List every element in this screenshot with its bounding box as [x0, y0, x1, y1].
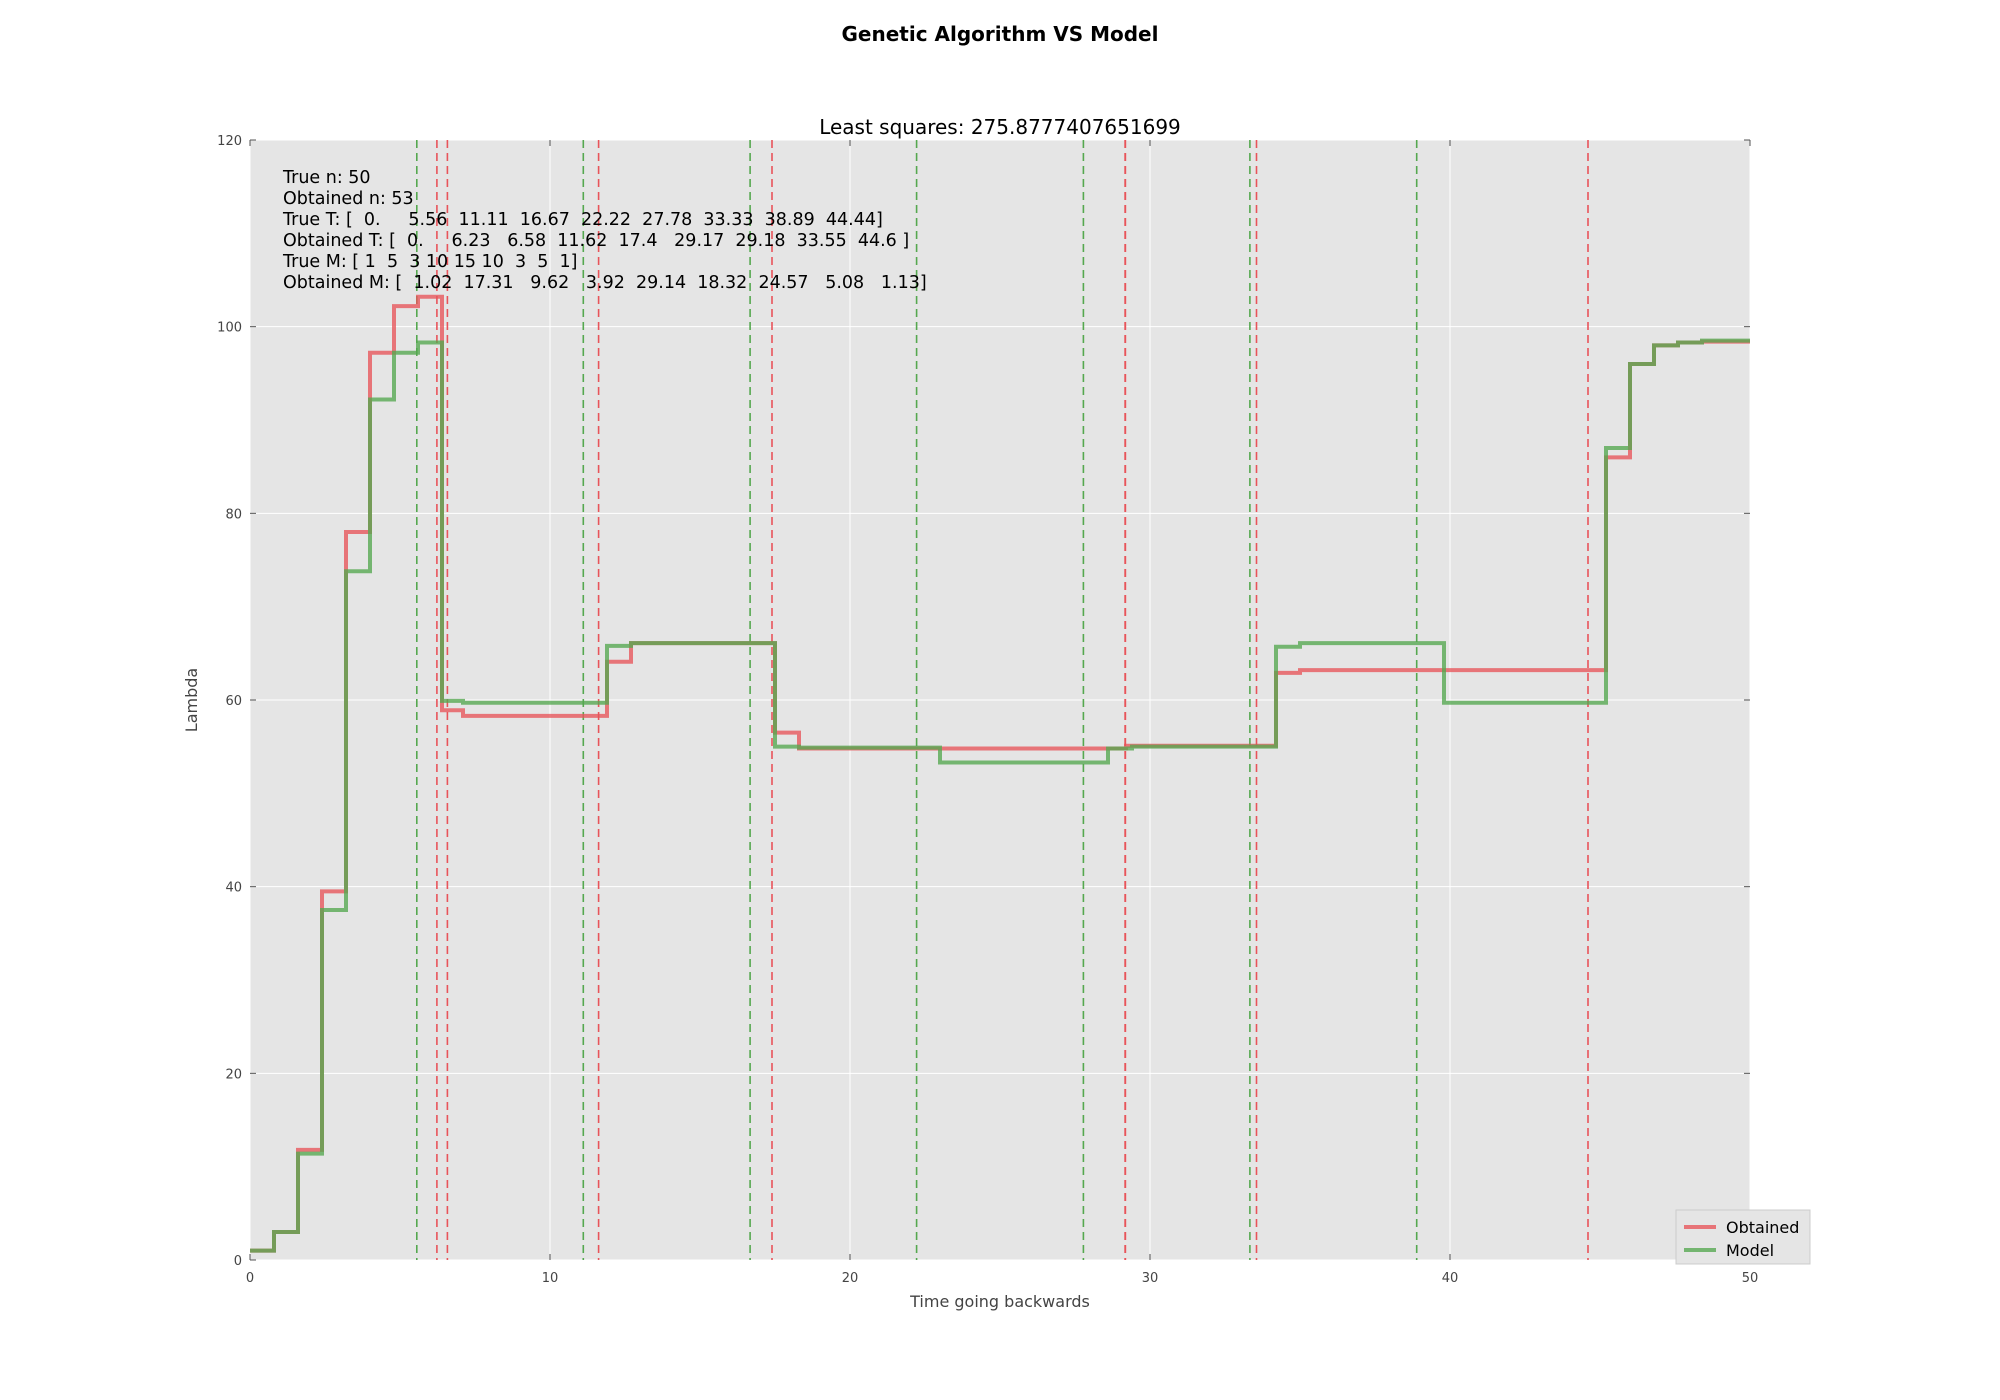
legend-label: Model — [1726, 1241, 1774, 1260]
legend-label: Obtained — [1726, 1218, 1799, 1237]
chart-suptitle: Genetic Algorithm VS Model — [842, 22, 1159, 46]
annotation-line: Obtained T: [ 0. 6.23 6.58 11.62 17.4 29… — [283, 231, 909, 251]
x-tick-label: 10 — [542, 1271, 559, 1286]
x-tick-label: 30 — [1142, 1271, 1159, 1286]
axis-ticks: 0 10 20 30 40 50 0 20 40 60 80 100 120 — [217, 134, 1758, 1286]
x-tick-label: 40 — [1442, 1271, 1459, 1286]
x-tick-label: 20 — [842, 1271, 859, 1286]
y-tick-label: 0 — [234, 1254, 242, 1269]
annotation-line: Obtained M: [ 1.02 17.31 9.62 3.92 29.14… — [283, 273, 927, 293]
annotation-line: True T: [ 0. 5.56 11.11 16.67 22.22 27.7… — [282, 210, 883, 230]
y-axis-label: Lambda — [182, 668, 201, 732]
legend-box — [1675, 1209, 1811, 1265]
y-tick-label: 120 — [217, 134, 242, 149]
x-tick-label: 0 — [246, 1271, 254, 1286]
annotation-line: Obtained n: 53 — [283, 189, 414, 209]
y-tick-label: 80 — [225, 507, 242, 522]
y-tick-label: 40 — [225, 881, 242, 896]
annotation-line: True n: 50 — [282, 168, 371, 188]
y-tick-label: 60 — [225, 694, 242, 709]
y-tick-label: 20 — [225, 1067, 242, 1082]
series-lines — [250, 294, 1750, 1253]
grid — [249, 139, 1751, 1261]
chart-title: Least squares: 275.8777407651699 — [819, 115, 1181, 139]
series-line-model — [250, 338, 1750, 1253]
annotation-line: True M: [ 1 5 3 10 15 10 3 5 1] — [282, 252, 577, 272]
x-axis-label: Time going backwards — [909, 1292, 1090, 1311]
legend: Obtained Model — [1675, 1209, 1811, 1265]
y-tick-label: 100 — [217, 321, 242, 336]
x-tick-label: 50 — [1742, 1271, 1759, 1286]
